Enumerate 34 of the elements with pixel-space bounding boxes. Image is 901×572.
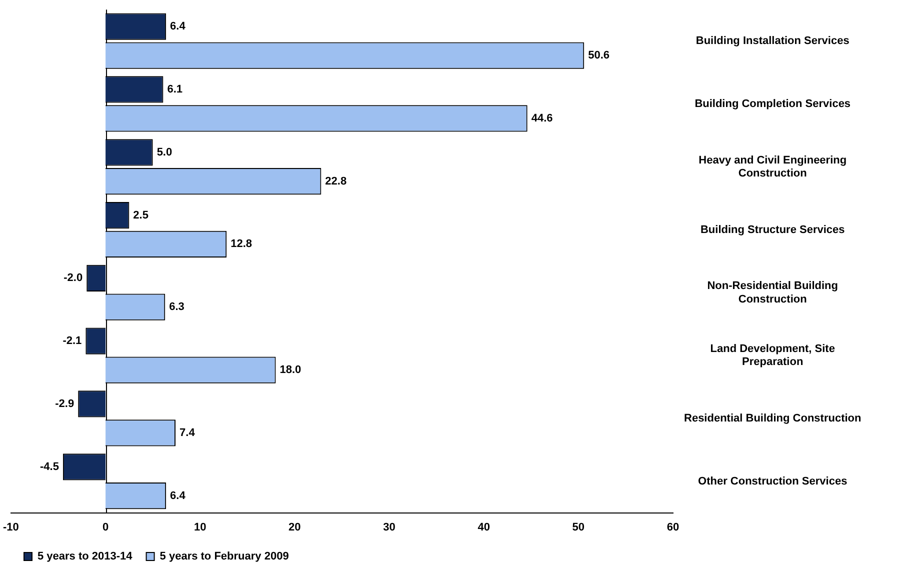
data-label: 12.8 <box>230 238 252 250</box>
data-label: -2.1 <box>62 335 82 348</box>
x-tick-label: 0 <box>102 521 109 534</box>
data-label: 44.6 <box>531 112 553 124</box>
x-tick-label: 60 <box>666 521 680 534</box>
x-tick-label: -10 <box>2 521 19 534</box>
data-label: 2.5 <box>133 209 148 222</box>
y-tick-label: Non-Residential Building Construction <box>707 280 838 306</box>
data-label: 18.0 <box>280 364 302 376</box>
data-label: 5.0 <box>156 146 172 158</box>
x-tick-label: 30 <box>383 521 396 534</box>
legend-label: 5 years to February 2009 <box>160 550 289 563</box>
x-tick-label: 10 <box>194 521 206 534</box>
data-label: 6.3 <box>169 301 184 314</box>
x-tick-label: 20 <box>288 521 301 534</box>
y-tick-label: Building Completion Services <box>694 98 851 110</box>
y-tick-label: Other Construction Services <box>698 475 848 488</box>
y-tick-label: Heavy and Civil Engineering Construction <box>698 154 847 180</box>
data-label: 22.8 <box>325 175 347 188</box>
data-label: 7.4 <box>180 426 196 439</box>
data-label: 6.4 <box>170 490 186 502</box>
y-tick-label: Building Structure Services <box>700 224 845 236</box>
x-tick-label: 40 <box>478 521 490 534</box>
data-label: 6.1 <box>167 84 183 96</box>
data-label: -2.9 <box>55 398 74 410</box>
y-tick-label: Land Development, Site Preparation <box>710 342 835 368</box>
y-tick-label: Residential Building Construction <box>684 412 862 424</box>
y-tick-label: Building Installation Services <box>696 35 850 48</box>
data-label: 50.6 <box>588 50 610 62</box>
data-label: -4.5 <box>40 460 59 473</box>
legend-label: 5 years to 2013-14 <box>38 550 134 563</box>
data-label: -2.0 <box>64 272 83 284</box>
data-label: 6.4 <box>170 20 186 33</box>
x-tick-label: 50 <box>572 521 585 534</box>
